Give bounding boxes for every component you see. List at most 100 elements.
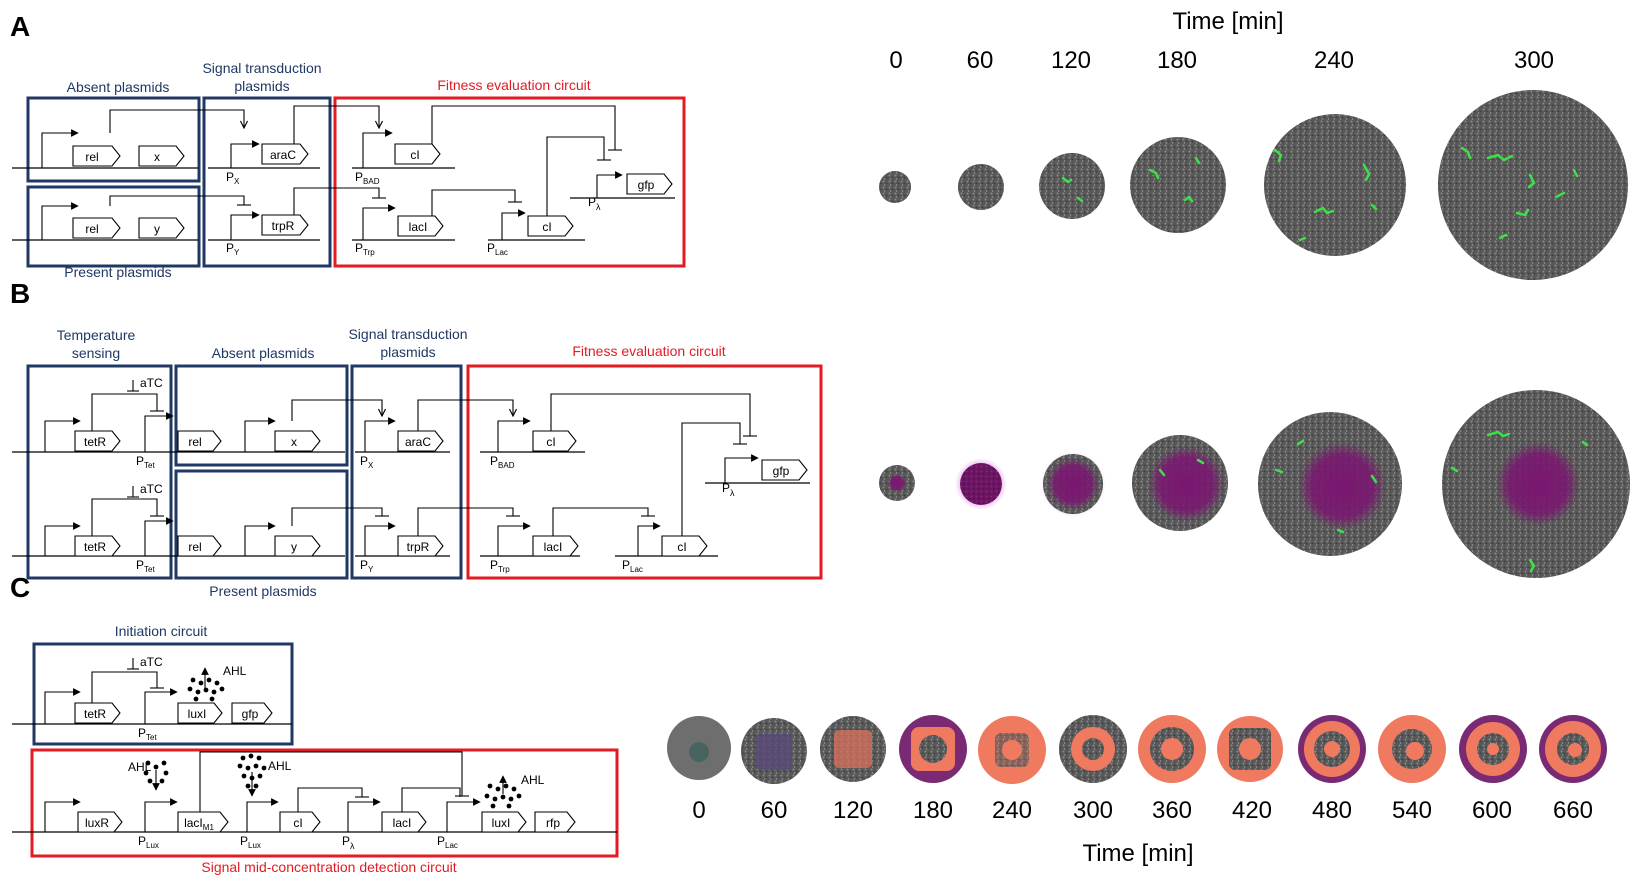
a-absent-plasmids-label: Absent plasmids xyxy=(67,79,170,95)
a-gene-ci-2: cI xyxy=(542,220,551,234)
a-present-plasmids-label: Present plasmids xyxy=(64,264,171,280)
c-signal-mid-box xyxy=(30,748,619,858)
ahl-cluster-1 xyxy=(187,677,225,702)
c-ahl-4: AHL xyxy=(521,773,545,787)
a-gene-laci: lacI xyxy=(409,220,428,234)
time-c-8: 480 xyxy=(1312,797,1352,824)
b-promoter-ptrp: PTrp xyxy=(490,558,510,574)
c-promoter-plambda: Pλ xyxy=(342,834,355,851)
a-gene-gfp: gfp xyxy=(638,178,655,192)
b-fitness-box xyxy=(466,364,823,580)
time-c-3: 180 xyxy=(913,797,953,824)
c-gene-ci: cI xyxy=(293,816,302,830)
colony-b-180-core xyxy=(1148,446,1224,522)
colony-c-180-core xyxy=(919,735,947,763)
a-gene-x: x xyxy=(154,150,160,164)
a-promoter-plambda: Pλ xyxy=(588,195,601,212)
colonies-row-a xyxy=(879,90,1628,280)
c-gene-gfp: gfp xyxy=(242,707,259,721)
colonies-row-b xyxy=(879,390,1630,578)
a-gene-rel-1: rel xyxy=(85,150,98,164)
b-gene-rel-2: rel xyxy=(188,540,201,554)
time-c-10: 600 xyxy=(1472,797,1512,824)
time-ab-4: 240 xyxy=(1314,47,1354,74)
time-c-9: 540 xyxy=(1392,797,1432,824)
time-ab-1: 60 xyxy=(967,47,994,74)
time-c-6: 360 xyxy=(1152,797,1192,824)
a-gene-trpr: trpR xyxy=(272,219,295,233)
colony-c-300-core xyxy=(1082,738,1104,760)
c-gene-luxr: luxR xyxy=(85,816,109,830)
colony-b-60 xyxy=(960,463,1002,505)
c-gene-luxi-2: luxI xyxy=(492,816,511,830)
colony-c-360-core xyxy=(1161,738,1183,760)
colony-c-240-center xyxy=(1002,740,1022,760)
panel-letter-b: B xyxy=(10,278,30,309)
colony-c-660-core xyxy=(1568,743,1582,757)
time-c-2: 120 xyxy=(833,797,873,824)
a-gene-rel-2: rel xyxy=(85,222,98,236)
b-gene-arac: araC xyxy=(405,435,431,449)
c-ahl-1: AHL xyxy=(223,664,247,678)
c-promoter-plac: PLac xyxy=(437,834,458,850)
time-ab-0: 0 xyxy=(889,47,902,74)
colony-b-0-core xyxy=(888,474,906,492)
b-temp-sensing-1: Temperature xyxy=(57,327,136,343)
a-fitness-label: Fitness evaluation circuit xyxy=(437,77,590,93)
c-promoter-ptet: PTet xyxy=(138,726,157,742)
colonies-row-c xyxy=(667,715,1607,784)
a-present-box xyxy=(26,185,201,268)
b-gene-tetr-1: tetR xyxy=(84,435,106,449)
a-fitness-box xyxy=(333,96,686,268)
colony-c-0-core xyxy=(689,742,709,762)
b-absent-plasmids-label: Absent plasmids xyxy=(212,345,315,361)
colony-c-60-core xyxy=(756,734,792,770)
b-gene-ci-2: cI xyxy=(677,540,686,554)
b-present-box xyxy=(174,469,349,580)
b-gene-rel-1: rel xyxy=(188,435,201,449)
time-label-top: Time [min] xyxy=(1172,8,1283,35)
b-signal-transduction-1: Signal transduction xyxy=(348,326,467,342)
time-c-11: 660 xyxy=(1553,797,1593,824)
b-gene-gfp: gfp xyxy=(773,464,790,478)
colony-a-120 xyxy=(1039,153,1105,219)
colony-c-480-core xyxy=(1324,741,1340,757)
b-promoter-ptet-2: PTet xyxy=(136,558,155,574)
panel-a-circuit: Absent plasmids Signal transduction plas… xyxy=(12,60,686,280)
ahl-cluster-4 xyxy=(484,783,522,809)
c-ahl-3: AHL xyxy=(268,759,292,773)
gfp-patches-a xyxy=(1061,146,1579,242)
colony-a-60 xyxy=(958,164,1004,210)
a-signal-box xyxy=(202,96,332,268)
b-gene-laci: lacI xyxy=(544,540,563,554)
b-promoter-plambda: Pλ xyxy=(722,481,735,498)
colony-b-300-core xyxy=(1496,442,1580,526)
a-promoter-py: PY xyxy=(226,241,240,257)
b-gene-x: x xyxy=(291,435,297,449)
time-ab-3: 180 xyxy=(1157,47,1197,74)
panel-c-circuit: Initiation circuit Signal mid-concentrat… xyxy=(12,623,619,875)
a-absent-box xyxy=(26,96,201,183)
b-promoter-py: PY xyxy=(360,558,374,574)
c-signal-mid-label: Signal mid-concentration detection circu… xyxy=(201,859,456,875)
b-gene-tetr-2: tetR xyxy=(84,540,106,554)
ahl-cluster-3 xyxy=(237,753,267,789)
c-gene-luxi-1: luxI xyxy=(188,707,207,721)
time-ab-2: 120 xyxy=(1051,47,1091,74)
c-gene-lacim1: lacIM1 xyxy=(184,816,214,832)
c-promoter-plux-1: PLux xyxy=(138,834,159,850)
colony-c-540-core xyxy=(1406,742,1424,760)
c-promoter-plux-2: PLux xyxy=(240,834,261,850)
a-gene-arac: araC xyxy=(270,148,296,162)
b-temp-sensing-2: sensing xyxy=(72,345,120,361)
a-promoter-ptrp: PTrp xyxy=(355,241,375,257)
time-c-4: 240 xyxy=(992,797,1032,824)
ahl-cluster-2 xyxy=(143,760,169,784)
colony-c-420-core xyxy=(1239,738,1261,760)
b-promoter-plac: PLac xyxy=(622,558,643,574)
b-atc-2: aTC xyxy=(140,482,163,496)
colony-c-120-core xyxy=(834,730,872,768)
time-c-1: 60 xyxy=(761,797,788,824)
colony-a-0 xyxy=(879,171,911,203)
